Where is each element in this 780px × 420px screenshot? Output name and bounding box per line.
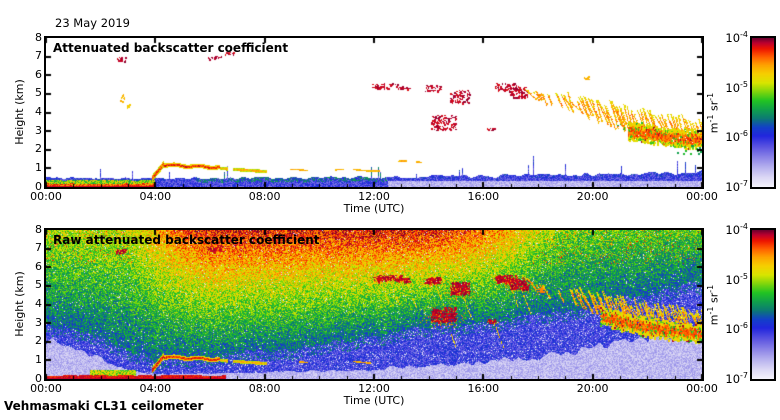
x-tick-label-top: 00:00 [686,190,718,203]
colorbar-top-gradient [752,38,774,187]
date-label: 23 May 2019 [55,16,130,30]
x-tick-label-top: 20:00 [576,190,609,203]
y-tick-label-bottom: 2 [35,334,42,348]
x-axis-label-bottom: Time (UTC) [343,394,405,407]
y-tick-label-bottom: 4 [35,297,42,310]
y-tick-label-top: 0 [35,179,42,193]
panel-raw [44,228,704,381]
y-tick-label-bottom: 3 [35,315,42,329]
x-tick-label-bottom: 16:00 [467,382,500,395]
colorbar-tick-label-top: 10-6 [725,129,748,145]
x-tick-label-bottom: 04:00 [139,382,172,395]
y-tick-label-top: 5 [35,86,42,100]
y-tick-label-top: 1 [35,160,42,174]
colorbar-bottom [750,228,776,381]
colorbar-tick-label-bottom: 10-6 [725,321,748,337]
y-tick-label-top: 7 [35,49,42,63]
attenuated-heatmap-canvas [46,38,702,187]
y-tick-label-bottom: 1 [35,352,42,366]
panel-title-attenuated: Attenuated backscatter coefficient [53,41,289,55]
y-tick-label-bottom: 8 [35,222,42,236]
x-tick-label-bottom: 12:00 [358,382,390,395]
colorbar-tick-label-top: 10-5 [725,79,748,95]
y-tick-label-bottom: 5 [35,278,42,292]
y-tick-label-bottom: 7 [35,241,42,255]
y-tick-label-top: 2 [35,142,42,156]
x-tick-label-bottom: 20:00 [576,382,609,395]
x-tick-label-top: 16:00 [467,190,500,203]
y-tick-label-top: 8 [35,30,42,44]
colorbar-tick-label-bottom: 10-4 [725,222,748,237]
x-tick-label-bottom: 08:00 [248,382,281,395]
x-axis-label-top: Time (UTC) [343,202,405,215]
instrument-label: Vehmasmaki CL31 ceilometer [4,399,204,413]
panel-attenuated [44,36,704,189]
y-tick-label-top: 3 [35,123,42,137]
raw-heatmap-canvas [46,230,702,379]
y-tick-label-bottom: 0 [35,371,42,385]
colorbar-tick-label-bottom: 10-7 [725,371,748,386]
x-tick-label-bottom: 00:00 [686,382,718,395]
colorbar-bottom-gradient [752,230,774,379]
x-tick-label-bottom: 00:00 [30,382,62,395]
x-tick-label-top: 00:00 [30,190,62,203]
panel-title-raw: Raw attenuated backscatter coefficient [53,233,320,247]
colorbar-top [750,36,776,189]
x-tick-label-top: 04:00 [139,190,172,203]
y-tick-label-bottom: 6 [35,259,42,273]
y-tick-label-top: 4 [35,105,42,118]
colorbar-tick-label-top: 10-7 [725,179,748,194]
y-tick-label-top: 6 [35,67,42,81]
colorbar-tick-label-top: 10-4 [725,30,748,45]
colorbar-tick-label-bottom: 10-5 [725,271,748,287]
x-tick-label-top: 12:00 [358,190,390,203]
x-tick-label-top: 08:00 [248,190,281,203]
